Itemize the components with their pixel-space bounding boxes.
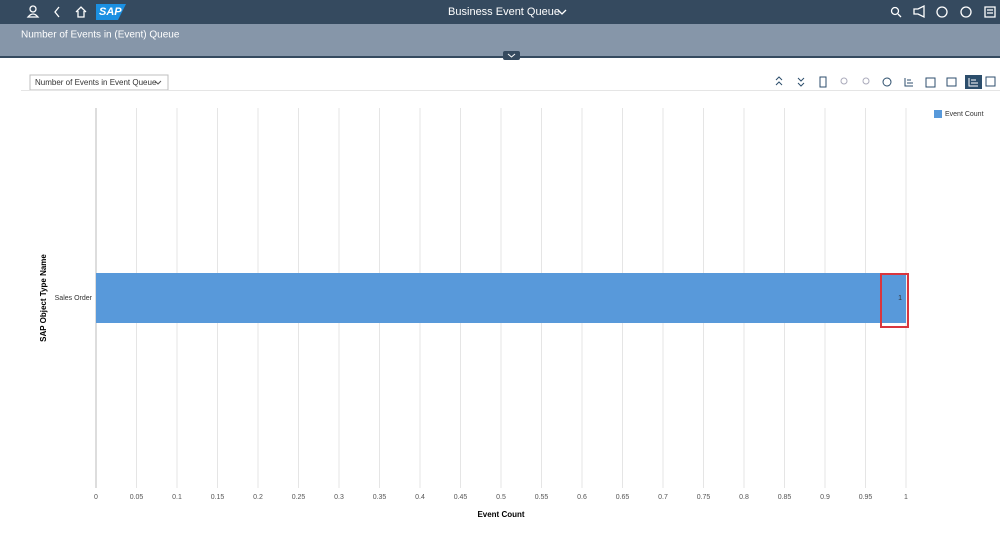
x-tick-label: 0.8 xyxy=(739,494,749,501)
x-tick-label: 0.15 xyxy=(211,494,225,501)
x-tick-label: 0 xyxy=(94,494,98,501)
legend-icon[interactable] xyxy=(904,78,913,87)
x-tick-label: 0.85 xyxy=(778,494,792,501)
bar xyxy=(96,273,906,323)
logo[interactable]: SAP xyxy=(99,6,122,18)
x-tick-label: 0.65 xyxy=(616,494,630,501)
search-icon-handle xyxy=(897,13,902,18)
expand-all-icon[interactable] xyxy=(797,77,805,87)
x-tick-label: 0.9 xyxy=(820,494,830,501)
title-chevron[interactable] xyxy=(557,9,567,15)
drill-icon[interactable] xyxy=(819,76,827,88)
x-tick-label: 0.4 xyxy=(415,494,425,501)
x-tick-label: 0.95 xyxy=(859,494,873,501)
zoom-out-icon[interactable] xyxy=(862,77,870,85)
x-tick-label: 0.55 xyxy=(535,494,549,501)
settings-icon[interactable] xyxy=(882,77,892,87)
select-chevron xyxy=(154,80,162,85)
chart-toolbar xyxy=(775,76,957,88)
x-tick-label: 0.6 xyxy=(577,494,587,501)
y-tick-label: Sales Order xyxy=(55,295,93,302)
x-tick-label: 0.1 xyxy=(172,494,182,501)
logo-box xyxy=(96,4,126,20)
x-tick-label: 0.5 xyxy=(496,494,506,501)
legend-label: Event Count xyxy=(945,111,984,118)
fullscreen-icon[interactable] xyxy=(925,77,936,88)
search-icon[interactable] xyxy=(890,6,900,16)
x-tick-label: 0.2 xyxy=(253,494,263,501)
table-view-button[interactable] xyxy=(985,76,996,87)
x-tick-label: 0.7 xyxy=(658,494,668,501)
chart-view-icon xyxy=(968,78,978,87)
highlight-box xyxy=(880,273,909,328)
legend-swatch xyxy=(934,110,942,118)
collapse-icon xyxy=(507,53,516,58)
chart: 0 0.05 0.1 0.15 0.2 0.25 0.3 0.35 0.4 0.45 0.5 0.55… xyxy=(55,108,984,501)
shell-icons xyxy=(26,4,996,19)
details-icon[interactable] xyxy=(946,77,957,87)
x-tick-label: 0.3 xyxy=(334,494,344,501)
shell-bar xyxy=(0,0,1000,24)
x-tick-label: 1 xyxy=(904,494,908,501)
view-select-text: Number of Events in Event Queue xyxy=(35,78,157,87)
zoom-in-icon[interactable] xyxy=(840,77,848,85)
x-tick-label: 0.05 xyxy=(130,494,144,501)
x-tick-label: 0.25 xyxy=(292,494,306,501)
x-axis-label: Event Count xyxy=(477,510,524,519)
page-header xyxy=(0,24,1000,56)
user-icon[interactable] xyxy=(29,5,37,13)
y-axis-label: SAP Object Type Name xyxy=(39,254,48,342)
x-tick-label: 0.45 xyxy=(454,494,468,501)
collapse-button[interactable] xyxy=(503,51,520,60)
apps-icon[interactable] xyxy=(984,6,996,18)
x-tick-label: 0.35 xyxy=(373,494,387,501)
home-icon[interactable] xyxy=(75,6,87,18)
user-icon-body xyxy=(26,13,40,18)
header-border xyxy=(0,56,1000,58)
copilot-icon[interactable] xyxy=(936,6,948,18)
app-title[interactable]: Business Event Queue xyxy=(448,6,560,18)
notifications-icon[interactable] xyxy=(913,4,925,19)
x-tick-label: 0.75 xyxy=(697,494,711,501)
toolbar-border xyxy=(21,90,1000,91)
collapse-all-icon[interactable] xyxy=(775,76,783,86)
chart-view-button[interactable] xyxy=(965,75,982,89)
back-icon[interactable] xyxy=(54,6,60,18)
data-label: 1 xyxy=(898,295,902,302)
page-title: Number of Events in (Event) Queue xyxy=(21,30,180,41)
help-icon[interactable] xyxy=(960,6,972,18)
